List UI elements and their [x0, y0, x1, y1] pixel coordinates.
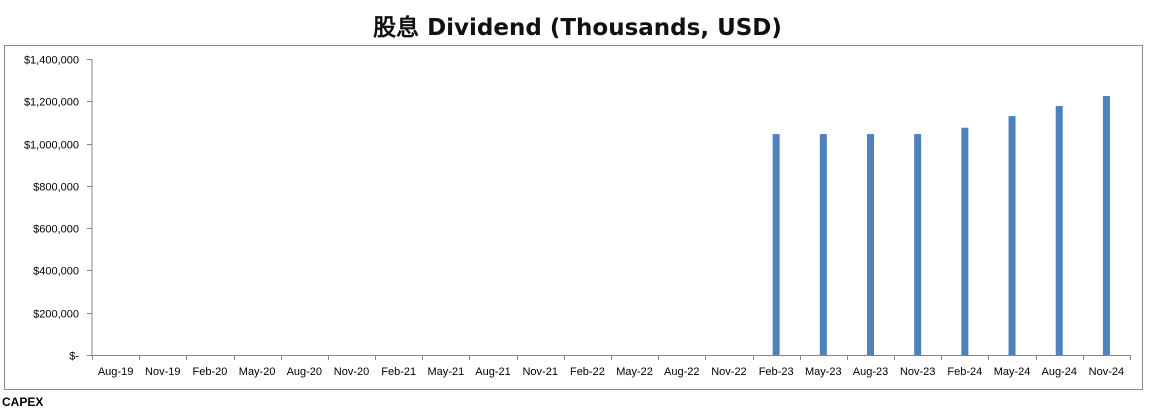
x-tick-label: Nov-22: [711, 366, 746, 378]
bar-series: [772, 96, 1110, 356]
x-tick-label: Aug-19: [98, 366, 133, 378]
x-tick-label: Aug-20: [287, 366, 322, 378]
x-tick-label: Nov-20: [334, 366, 369, 378]
x-tick-label: May-23: [805, 366, 842, 378]
y-tick-label: $800,000: [33, 182, 79, 194]
bar: [914, 134, 922, 355]
x-tick-label: Feb-22: [570, 366, 605, 378]
y-tick-label: $400,000: [33, 266, 79, 278]
bar: [1055, 105, 1063, 356]
x-tick-label: Feb-23: [759, 366, 794, 378]
x-tick-label: Aug-24: [1041, 366, 1076, 378]
x-tick-label: Nov-19: [145, 366, 180, 378]
bar: [961, 127, 969, 355]
bar: [772, 134, 780, 355]
y-tick-label: $200,000: [33, 309, 79, 321]
y-axis: $- $200,000 $400,000 $600,000 $800,000 $1,000…: [24, 55, 93, 363]
y-tick-label: $1,000,000: [24, 140, 79, 152]
x-tick-label: Aug-21: [475, 366, 510, 378]
bar: [1008, 116, 1016, 355]
bar: [819, 134, 827, 355]
x-tick-label: Feb-20: [193, 366, 228, 378]
bar: [867, 134, 874, 355]
x-tick-label: Nov-24: [1089, 366, 1124, 378]
y-tick-label: $1,200,000: [24, 97, 79, 109]
x-tick-label: Aug-23: [853, 366, 888, 378]
x-tick-label: Aug-22: [664, 366, 699, 378]
x-tick-label: May-22: [616, 366, 653, 378]
bar: [1102, 96, 1110, 355]
y-tick-label: $-: [69, 351, 79, 363]
x-tick-label: Nov-23: [900, 366, 935, 378]
x-axis: Aug-19 Nov-19 Feb-20 May-20 Aug-20 Nov-20 Feb-…: [92, 355, 1131, 378]
x-tick-label: Feb-21: [381, 366, 416, 378]
chart-title: 股息 Dividend (Thousands, USD): [373, 15, 782, 41]
x-tick-label: May-24: [994, 366, 1031, 378]
x-tick-label: Feb-24: [947, 366, 982, 378]
x-tick-label: May-21: [428, 366, 465, 378]
chart-area: [4, 45, 1143, 390]
x-tick-label: Nov-21: [522, 366, 557, 378]
x-tick-label: May-20: [239, 366, 276, 378]
next-section-label: CAPEX: [2, 395, 44, 409]
y-tick-label: $1,400,000: [24, 55, 79, 67]
y-tick-label: $600,000: [33, 224, 79, 236]
